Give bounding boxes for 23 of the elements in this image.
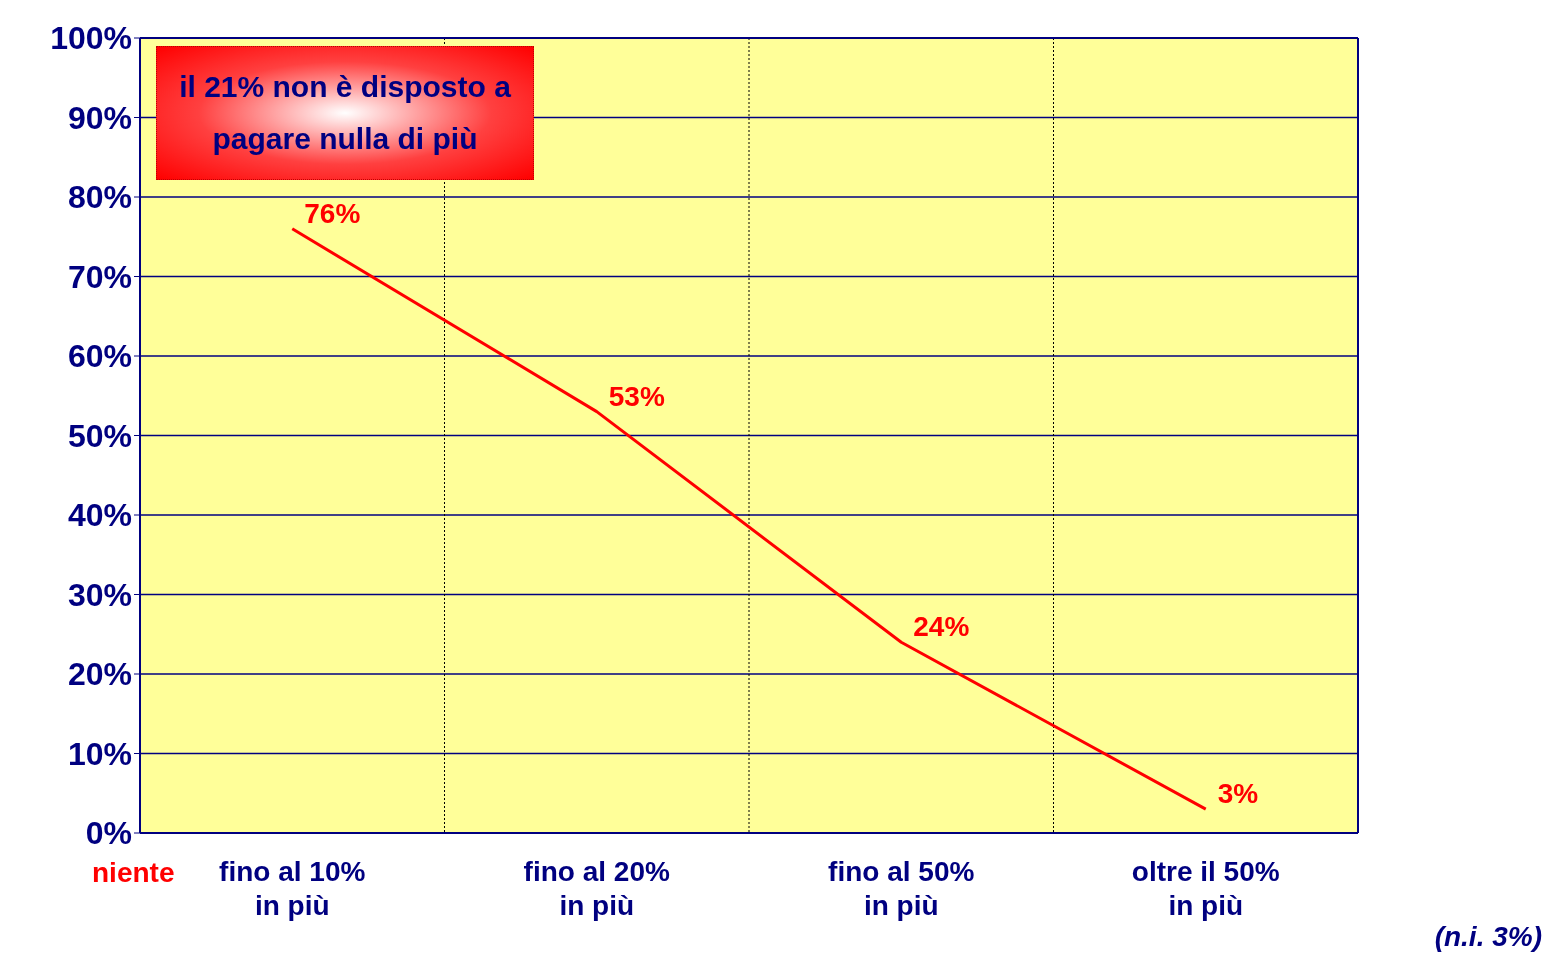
data-label: 76% [304,197,361,229]
y-tick-label: 60% [67,338,132,375]
data-label: 24% [913,611,970,643]
y-tick-label: 90% [67,99,132,136]
x-tick-label: oltre il 50% in più [1131,856,1280,921]
y-tick-label: 100% [50,20,132,57]
text: niente [92,857,175,889]
y-tick-label: 50% [67,417,132,454]
y-tick-label: 20% [67,656,132,693]
y-tick-label: 30% [67,576,132,613]
data-label: 3% [1217,778,1259,810]
y-tick-label: 40% [67,497,132,534]
annotation: il 21% non è disposto a pagare nulla di più [156,46,534,180]
y-tick-label: 70% [67,258,132,295]
x-tick-label: fino al 20% in più [523,856,670,921]
y-tick-label: 0% [85,815,132,852]
line-series [290,227,1208,811]
text: (n.i. 3%) [1434,921,1542,953]
x-tick-label: fino al 50% in più [828,856,975,921]
y-tick-label: 10% [67,735,132,772]
x-tick-label: fino al 10% in più [219,856,366,921]
y-tick-label: 80% [67,179,132,216]
data-label: 53% [608,380,665,412]
